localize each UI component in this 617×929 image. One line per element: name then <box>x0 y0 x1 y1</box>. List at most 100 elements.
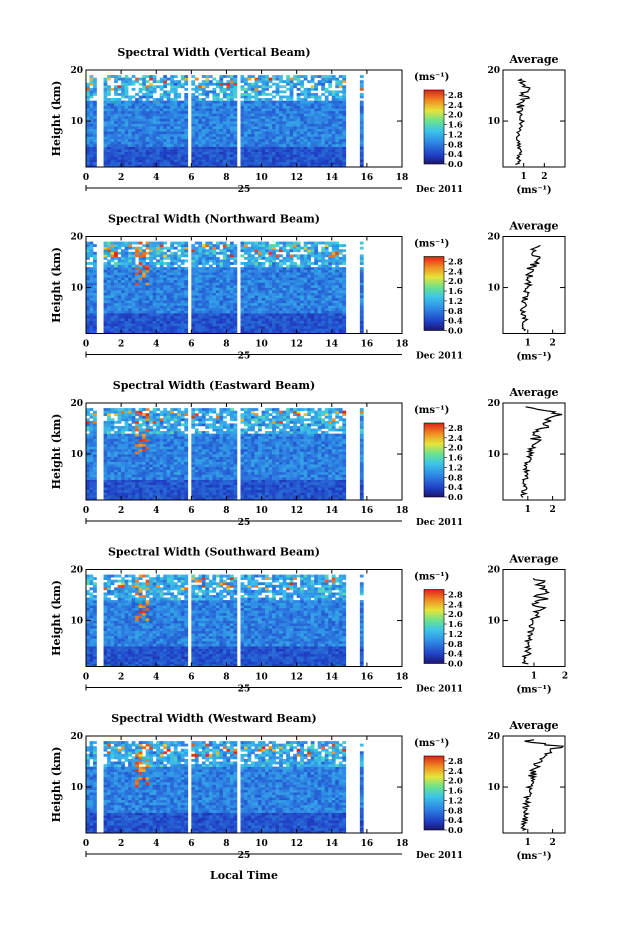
heatmap-cell <box>131 123 136 127</box>
heatmap-cell <box>177 297 182 301</box>
heatmap-cell <box>208 159 213 163</box>
heatmap-cell <box>275 313 280 316</box>
heatmap-cell <box>128 287 132 291</box>
heatmap-cell <box>321 136 326 140</box>
heatmap-cell <box>222 262 227 265</box>
heatmap-cell <box>226 113 231 117</box>
heatmap-cell <box>286 305 290 309</box>
heatmap-cell <box>219 146 224 150</box>
heatmap-cell <box>289 323 294 327</box>
heatmap-cell <box>226 310 231 314</box>
heatmap-cell <box>184 121 189 124</box>
heatmap-cell <box>159 126 164 130</box>
heatmap-cell <box>261 151 266 155</box>
heatmap-cell <box>328 323 333 327</box>
heatmap-cell <box>191 285 196 288</box>
heatmap-cell <box>121 154 125 158</box>
heatmap-cell <box>110 151 115 155</box>
heatmap-cell <box>191 100 196 104</box>
heatmap-cell <box>191 154 196 158</box>
heatmap-cell <box>324 262 329 265</box>
heatmap-cell <box>156 123 161 127</box>
heatmap-cell <box>159 85 164 89</box>
heatmap-cell <box>135 126 139 130</box>
heatmap-cell <box>328 159 333 163</box>
heatmap-cell <box>359 85 364 89</box>
heatmap-cell <box>201 154 206 158</box>
heatmap-cell <box>166 159 171 163</box>
heatmap-cell <box>317 328 322 332</box>
heatmap-cell <box>163 77 168 81</box>
heatmap-cell <box>135 264 139 268</box>
heatmap-cell <box>145 313 150 316</box>
heatmap-cell <box>152 241 157 245</box>
heatmap-cell <box>251 292 255 296</box>
heatmap-cell <box>184 92 189 96</box>
heatmap-cell <box>107 105 111 109</box>
heatmap-cell <box>205 154 210 158</box>
heatmap-cell <box>268 92 273 96</box>
heatmap-cell <box>201 85 206 89</box>
heatmap-cell <box>233 262 238 265</box>
heatmap-cell <box>293 164 297 168</box>
heatmap-cell <box>173 123 178 127</box>
heatmap-cell <box>303 290 308 293</box>
heatmap-cell <box>215 325 220 329</box>
heatmap-cell <box>342 80 347 84</box>
heatmap-cell <box>331 123 336 127</box>
heatmap-cell <box>124 118 129 122</box>
heatmap-cell <box>89 479 94 483</box>
heatmap-cell <box>215 118 220 122</box>
heatmap-cell <box>293 103 297 107</box>
heatmap-cell <box>331 315 336 319</box>
heatmap-cell <box>275 82 280 86</box>
heatmap-cell <box>247 108 252 112</box>
heatmap-cell <box>226 277 231 281</box>
heatmap-cell <box>328 282 333 286</box>
heatmap-cell <box>321 262 326 265</box>
y-tick-label: 10 <box>70 284 83 294</box>
heatmap-cell <box>107 246 111 250</box>
heatmap-cell <box>145 95 150 99</box>
heatmap-cell <box>89 118 94 122</box>
heatmap-cell <box>170 121 175 124</box>
heatmap-cell <box>359 274 364 278</box>
heatmap-cell <box>103 315 108 319</box>
heatmap-cell <box>149 279 154 283</box>
heatmap-cell <box>128 310 132 314</box>
heatmap-cell <box>286 110 290 114</box>
heatmap-cell <box>142 103 146 107</box>
heatmap-cell <box>198 149 203 152</box>
heatmap-cell <box>110 141 115 145</box>
heatmap-cell <box>86 428 90 432</box>
heatmap-cell <box>272 307 276 311</box>
heatmap-cell <box>310 159 315 163</box>
heatmap-cell <box>226 282 231 286</box>
heatmap-cell <box>286 320 290 324</box>
heatmap-cell <box>135 267 139 270</box>
heatmap-cell <box>110 315 115 319</box>
heatmap-cell <box>198 113 203 117</box>
heatmap-cell <box>131 80 136 84</box>
heatmap-cell <box>159 287 164 291</box>
heatmap-cell <box>173 85 178 89</box>
heatmap-cell <box>110 274 115 278</box>
heatmap-cell <box>152 323 157 327</box>
heatmap-cell <box>212 305 217 309</box>
heatmap-cell <box>279 149 283 152</box>
heatmap-cell <box>258 285 262 288</box>
heatmap-cell <box>114 287 118 291</box>
heatmap-cell <box>142 315 146 319</box>
heatmap-cell <box>166 151 171 155</box>
heatmap-cell <box>89 307 94 311</box>
heatmap-cell <box>191 267 196 270</box>
heatmap-cell <box>128 105 132 109</box>
heatmap-cell <box>268 151 273 155</box>
heatmap-cell <box>359 121 364 124</box>
heatmap-cell <box>240 295 245 299</box>
heatmap-cell <box>110 269 115 273</box>
heatmap-cell <box>338 113 343 117</box>
heatmap-cell <box>240 115 245 119</box>
heatmap-cell <box>184 154 189 158</box>
heatmap-cell <box>191 244 196 248</box>
